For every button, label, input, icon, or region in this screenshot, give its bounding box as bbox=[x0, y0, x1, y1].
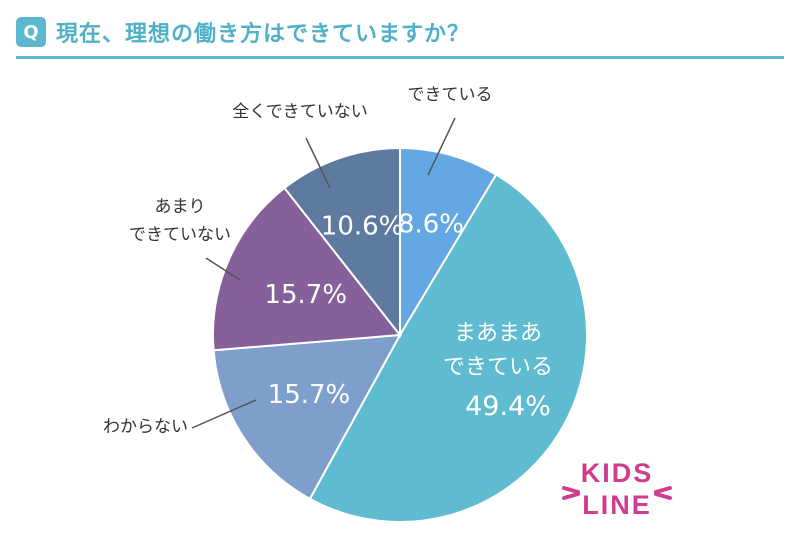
pie-slice bbox=[308, 173, 588, 523]
slice-label: 全くできていない bbox=[232, 102, 368, 122]
slice-label: あまり bbox=[155, 197, 206, 217]
slice-value-label: 15.7% bbox=[268, 380, 351, 410]
leader-line bbox=[191, 399, 257, 429]
slice-label: まあまあ bbox=[454, 321, 542, 346]
pie-slice bbox=[283, 146, 401, 338]
kidsline-logo: KIDS LINE bbox=[562, 458, 672, 520]
slice-label: できていない bbox=[129, 225, 231, 245]
header-divider bbox=[16, 56, 784, 59]
slice-label: できている bbox=[408, 85, 493, 105]
logo-mark: KIDS LINE bbox=[562, 458, 672, 520]
slice-value-label: 8.6% bbox=[398, 209, 464, 239]
question-title: 現在、理想の働き方はできていますか？ bbox=[56, 22, 471, 47]
question-badge: Q bbox=[16, 17, 46, 47]
logo-arm-strokes bbox=[562, 486, 672, 500]
leader-line bbox=[305, 137, 331, 189]
pie-slice bbox=[212, 333, 402, 501]
pie-slice bbox=[212, 186, 402, 352]
question-header: Q 現在、理想の働き方はできていますか？ bbox=[16, 12, 784, 52]
slice-value-label: 15.7% bbox=[264, 280, 347, 310]
slice-label: わからない bbox=[103, 417, 188, 437]
logo-line-1: KIDS bbox=[581, 458, 654, 488]
leader-line bbox=[427, 117, 456, 176]
pie-slice bbox=[399, 146, 498, 339]
leader-line bbox=[205, 257, 241, 281]
slice-value-label: 10.6% bbox=[321, 211, 404, 241]
logo-line-2: LINE bbox=[582, 490, 652, 520]
slice-value-label: 49.4% bbox=[465, 391, 551, 422]
slice-label: できている bbox=[443, 355, 553, 380]
